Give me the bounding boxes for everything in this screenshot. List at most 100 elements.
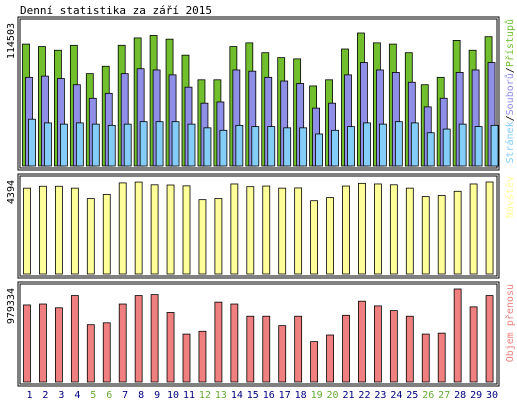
x-tick-label-day-3: 3 [58,390,64,401]
x-tick-label-day-13: 13 [215,390,227,401]
panel-frame-outer [17,173,500,279]
bar-navstev-day-2 [39,185,47,275]
bar-objem-prenosu-day-13 [214,301,223,383]
bar-navstev-day-9 [150,184,159,275]
bar-navstev-day-21 [342,185,350,275]
bar-stranek-day-1 [28,118,36,167]
bar-stranek-day-13 [219,129,228,167]
y-axis-max-label: 4394 [6,180,17,204]
bar-navstev-day-4 [70,187,79,275]
panel-frame-inner [19,18,498,169]
legend-kbytes: Objem přenosu [504,284,516,362]
bar-objem-prenosu-day-5 [86,324,95,383]
bar-stranek-day-19 [315,133,324,167]
bar-navstev-day-7 [118,182,127,275]
bar-objem-prenosu-day-24 [389,310,398,383]
x-tick-label-day-23: 23 [374,390,386,401]
legend-visits: Návštěv [504,176,516,218]
bar-stranek-day-25 [410,122,419,167]
bar-objem-prenosu-day-29 [469,306,478,383]
bar-navstev-day-28 [453,190,462,275]
bar-navstev-day-23 [373,183,382,275]
bar-stranek-day-6 [107,124,116,167]
bar-navstev-day-5 [86,198,95,275]
x-tick-label-day-29: 29 [470,390,482,401]
bar-stranek-day-10 [171,121,180,167]
x-tick-label-day-11: 11 [183,390,195,401]
x-tick-label-day-17: 17 [279,390,291,401]
legend-entry: Návštěv [504,176,516,218]
x-tick-label-day-25: 25 [406,390,418,401]
y-axis-max-label: 114503 [6,23,17,59]
bar-stranek-day-23 [378,123,387,167]
bar-navstev-day-14 [230,183,239,275]
bar-objem-prenosu-day-23 [373,305,382,383]
x-axis-day-labels: 1 2 3 4 5 6 7 8 9 10 11 12 13 14 15 16 17 18 19 20 21 22 23 24 2… [26,390,498,401]
bar-stranek-day-27 [442,128,451,167]
bar-navstev-day-3 [55,185,63,275]
bars-visits [23,181,494,275]
bar-stranek-day-30 [490,124,499,167]
x-tick-label-day-26: 26 [422,390,434,401]
bar-objem-prenosu-day-6 [102,322,111,383]
panel-frame-inner [19,175,498,277]
x-tick-label-day-5: 5 [90,390,96,401]
bar-objem-prenosu-day-2 [39,303,47,383]
x-tick-label-day-8: 8 [138,390,144,401]
x-tick-label-day-4: 4 [74,390,80,401]
x-tick-label-day-18: 18 [295,390,307,401]
bars-traffic [22,32,499,167]
bar-stranek-day-5 [91,123,100,167]
bar-navstev-day-16 [262,185,271,275]
x-tick-label-day-1: 1 [26,390,32,401]
bar-objem-prenosu-day-17 [278,325,287,383]
x-tick-label-day-19: 19 [311,390,323,401]
bar-objem-prenosu-day-18 [294,315,303,383]
bar-stranek-day-8 [139,121,148,167]
x-tick-label-day-6: 6 [106,390,112,401]
bar-objem-prenosu-day-1 [23,304,31,383]
x-tick-label-day-30: 30 [486,390,498,401]
bar-objem-prenosu-day-30 [485,295,494,383]
bar-objem-prenosu-day-11 [182,333,191,383]
bar-navstev-day-30 [485,181,494,275]
bar-navstev-day-15 [246,186,255,275]
x-tick-label-day-20: 20 [327,390,339,401]
bar-stranek-day-17 [283,127,292,167]
panel-frame-outer [17,16,500,171]
bar-stranek-day-28 [458,123,467,167]
bar-navstev-day-1 [23,187,31,275]
bar-navstev-day-24 [389,184,398,275]
bar-objem-prenosu-day-28 [453,288,462,383]
legend-traffic: Stránek/Souborů/Přístupů [504,19,516,164]
bar-stranek-day-9 [155,121,164,167]
bar-objem-prenosu-day-10 [166,312,175,383]
bar-stranek-day-11 [187,123,196,167]
bar-navstev-day-11 [182,185,191,275]
bars-kbytes [23,288,494,383]
bar-objem-prenosu-day-26 [421,333,430,383]
panel-traffic: 114503 Stránek/Souborů/Přístupů [6,16,516,171]
bar-stranek-day-7 [123,123,132,167]
bar-stranek-day-26 [426,132,435,167]
bar-navstev-day-17 [278,187,287,275]
x-tick-label-day-16: 16 [263,390,275,401]
x-tick-label-day-15: 15 [247,390,259,401]
bar-navstev-day-29 [469,183,478,275]
bar-objem-prenosu-day-4 [70,295,79,383]
y-axis-max-label: 979334 [6,288,17,324]
bar-navstev-day-8 [134,181,143,275]
legend-entry: Přístupů [504,19,516,67]
bar-navstev-day-12 [198,199,207,275]
x-tick-label-day-14: 14 [231,390,243,401]
bar-stranek-day-4 [75,122,84,167]
legend-entry: / [505,67,516,73]
x-tick-label-day-9: 9 [154,390,160,401]
bar-objem-prenosu-day-7 [118,303,127,383]
bar-objem-prenosu-day-19 [310,341,319,383]
panel-frame-inner [19,283,498,385]
bar-navstev-day-26 [421,196,430,275]
